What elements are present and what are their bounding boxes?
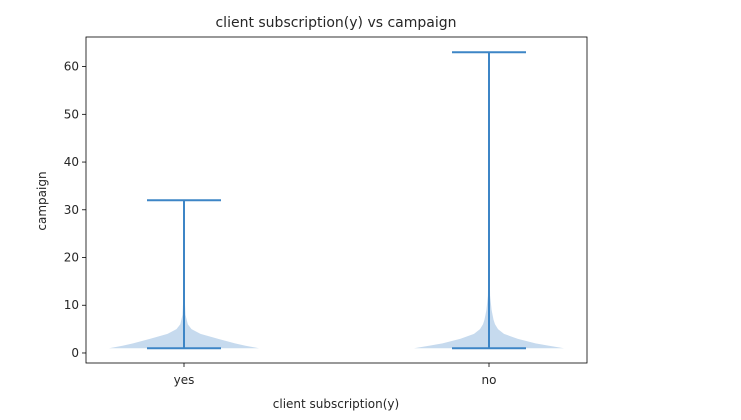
x-tick-label-no: no <box>482 373 497 387</box>
y-tick-label-10: 10 <box>64 298 79 312</box>
y-tick-label-60: 60 <box>64 60 79 74</box>
y-tick-label-0: 0 <box>71 346 79 360</box>
y-tick-label-50: 50 <box>64 107 79 121</box>
plot-area: 0 10 20 30 40 50 60 yes no <box>64 36 588 387</box>
x-tick-label-yes: yes <box>174 373 195 387</box>
y-axis-label: campaign <box>35 171 49 230</box>
y-tick-label-20: 20 <box>64 251 79 265</box>
chart-title: client subscription(y) vs campaign <box>215 15 456 31</box>
y-tick-label-30: 30 <box>64 203 79 217</box>
x-axis-label: client subscription(y) <box>273 397 399 411</box>
y-tick-label-40: 40 <box>64 155 79 169</box>
axes-frame <box>85 36 588 364</box>
